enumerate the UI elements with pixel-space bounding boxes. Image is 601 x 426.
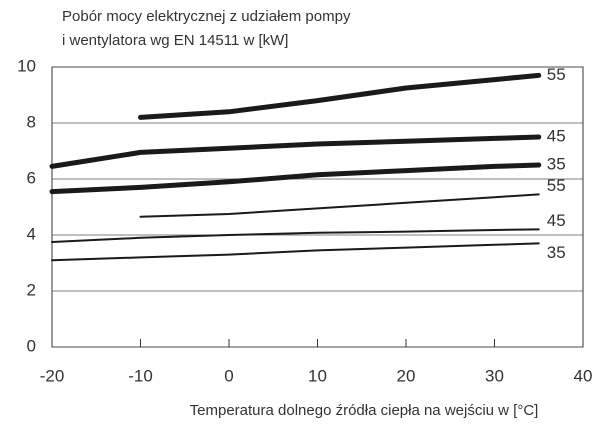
- x-tick-label: -20: [40, 366, 65, 385]
- series-label: 55: [547, 65, 566, 84]
- y-tick-label: 8: [27, 112, 36, 131]
- x-tick-label: 20: [397, 366, 416, 385]
- x-tick-label: 10: [308, 366, 327, 385]
- series-line: [138, 72, 542, 120]
- x-tick-label: -10: [128, 366, 153, 385]
- x-axis-label: Temperatura dolnego źródła ciepła na wej…: [190, 402, 539, 419]
- plot-frame: [51, 66, 584, 348]
- y-tick-label: 0: [27, 336, 36, 355]
- series-line: [49, 162, 542, 195]
- y-tick-label: 10: [17, 56, 36, 75]
- series-label: 45: [547, 211, 566, 230]
- series-label: 55: [547, 176, 566, 195]
- y-tick-label: 4: [27, 224, 36, 243]
- x-tick-label: 30: [485, 366, 504, 385]
- x-tick-label: 40: [574, 366, 593, 385]
- chart-title-line: Pobór mocy elektrycznej z udziałem pompy: [62, 8, 351, 25]
- series-line: [51, 228, 540, 243]
- y-tick-label: 6: [27, 168, 36, 187]
- series-line: [49, 134, 542, 169]
- series-line: [139, 193, 540, 218]
- x-tick-label: 0: [224, 366, 233, 385]
- series-label: 35: [547, 243, 566, 262]
- series-label: 45: [547, 126, 566, 145]
- series-label: 35: [547, 154, 566, 173]
- series-line: [51, 242, 540, 262]
- y-tick-label: 2: [27, 280, 36, 299]
- chart-title-line: i wentylatora wg EN 14511 w [kW]: [62, 32, 288, 49]
